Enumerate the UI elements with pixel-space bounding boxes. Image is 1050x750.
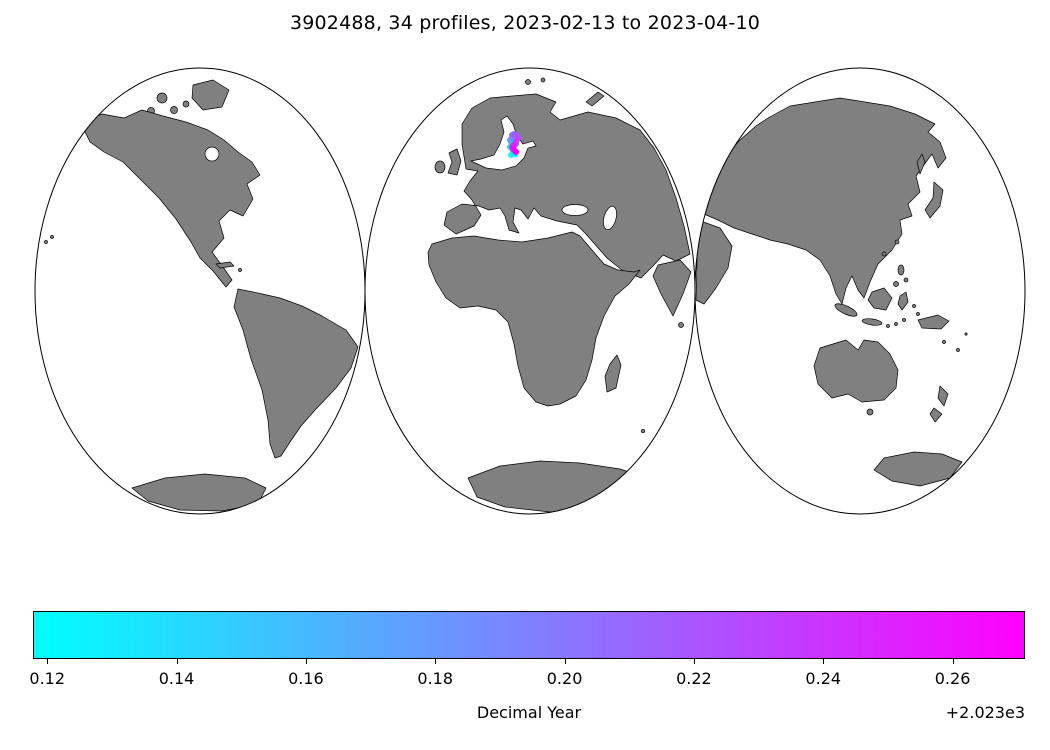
landmass-pacific-island — [942, 340, 946, 344]
hudson-bay — [204, 146, 220, 162]
landmass-pacific-island — [50, 235, 54, 239]
landmass-sakhalin — [916, 153, 926, 175]
colorbar-gradient — [33, 611, 1025, 659]
world-map — [34, 67, 1026, 515]
colorbar-tick — [47, 659, 49, 664]
landmasses — [44, 77, 968, 513]
landmass-taiwan — [894, 239, 900, 245]
map-lobe-outline-east — [694, 67, 1026, 515]
colorbar-tick — [823, 659, 825, 664]
profile-points — [507, 131, 521, 158]
landmass-java — [861, 318, 883, 326]
colorbar-tick — [305, 659, 307, 664]
landmass-novaya-zemlya — [585, 91, 605, 107]
landmass-india — [652, 259, 692, 317]
landmass-borneo — [867, 287, 893, 311]
caspian-sea — [603, 205, 617, 231]
colorbar-tick — [176, 659, 178, 664]
colorbar-tick-label: 0.16 — [288, 669, 324, 688]
colorbar-tick — [952, 659, 954, 664]
landmass-arctic-island — [170, 106, 178, 114]
landmass-svalbard — [525, 79, 531, 85]
colorbar-offset-text: +2.023e3 — [945, 703, 1025, 722]
landmass-arctic-island — [182, 100, 190, 108]
colorbar-tick-label: 0.26 — [934, 669, 971, 688]
landmass-arctic-island — [156, 92, 168, 104]
landmass-madagascar — [604, 354, 622, 393]
landmass-antarctica-center — [467, 460, 662, 513]
landmass-north-america — [79, 109, 261, 288]
colorbar-tick — [693, 659, 695, 664]
colorbar-tick-label: 0.14 — [158, 669, 195, 688]
landmass-tasmania — [866, 408, 874, 416]
landmass-antarctica-east — [873, 451, 963, 487]
landmass-philippines — [903, 277, 909, 283]
landmass-japan — [924, 181, 944, 219]
colorbar-tick — [564, 659, 566, 664]
landmass-philippines — [893, 281, 899, 287]
colorbar-tick-label: 0.24 — [805, 669, 842, 688]
landmass-antarctica-west — [131, 473, 267, 512]
landmass-hainan — [881, 251, 887, 257]
landmass-south-asia-edge — [695, 219, 733, 305]
landmass-greenland — [191, 79, 230, 111]
colorbar: 0.12 0.14 0.16 0.18 0.20 0.22 0.24 0.26 Decimal… — [29, 611, 1025, 722]
landmass-sumatra — [834, 303, 858, 317]
colorbar-tick-label: 0.22 — [676, 669, 712, 688]
landmass-great-britain — [447, 148, 462, 176]
landmass-philippines — [897, 264, 905, 276]
landmass-ireland — [434, 160, 446, 174]
colorbar-tick — [435, 659, 437, 664]
landmass-caribbean-island — [238, 268, 242, 272]
landmass-sunda-island — [894, 322, 898, 326]
landmass-pacific-island — [964, 332, 968, 336]
colorbar-axis-label: Decimal Year — [476, 703, 582, 722]
landmass-svalbard — [540, 77, 546, 83]
landmass-sri-lanka — [678, 322, 684, 328]
figure-title: 3902488, 34 profiles, 2023-02-13 to 2023… — [289, 12, 761, 34]
landmass-new-guinea — [917, 314, 950, 330]
colorbar-tick-label: 0.12 — [29, 669, 66, 688]
landmass-pacific-island — [956, 348, 960, 352]
landmass-new-zealand — [937, 385, 949, 407]
landmass-africa — [427, 231, 641, 407]
landmass-australia — [813, 339, 899, 403]
landmass-sunda-island — [902, 318, 906, 322]
landmass-south-america — [233, 288, 359, 459]
black-sea — [561, 204, 589, 216]
landmass-new-zealand — [929, 407, 943, 423]
landmass-moluccas — [916, 312, 920, 316]
colorbar-tick-label: 0.20 — [546, 669, 583, 688]
landmass-iceland — [420, 98, 438, 110]
landmass-pacific-island — [44, 240, 48, 244]
landmass-indian-ocean-island — [640, 428, 646, 434]
landmass-sunda-island — [886, 324, 890, 328]
landmass-moluccas — [912, 304, 916, 308]
landmass-asia — [699, 97, 947, 305]
landmass-cuba — [215, 261, 235, 269]
profile-point — [513, 149, 519, 155]
colorbar-tick-label: 0.18 — [417, 669, 454, 688]
landmass-sulawesi — [897, 291, 909, 311]
